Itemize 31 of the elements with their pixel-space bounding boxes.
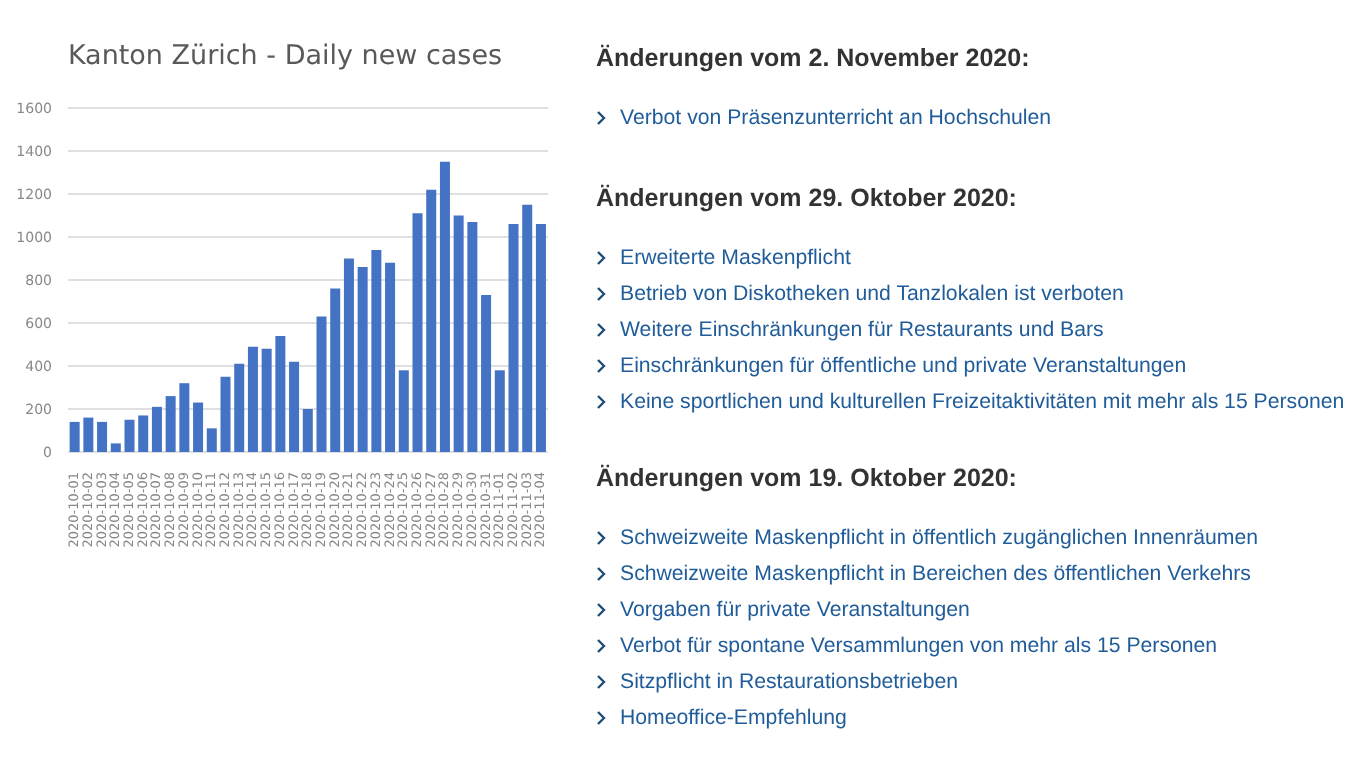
bar <box>151 406 162 452</box>
bar <box>289 361 300 452</box>
text: Änderungen vom 19. Oktober 2020: <box>596 464 1019 492</box>
text: Betrieb von Diskotheken und Tanzlokalen ist verboten <box>620 282 1124 306</box>
text: Homeoffice-Empfehlung <box>620 706 847 730</box>
text: Einschränkungen für öffentliche und private Veranstaltungen <box>620 354 1187 378</box>
bar <box>247 346 258 452</box>
text: Weitere Einschränkungen für Restaurants und Bars <box>620 318 1104 342</box>
text: Änderungen vom 29. Oktober 2020: <box>596 184 1019 212</box>
bar <box>385 262 396 452</box>
text: Änderungen vom 2. November 2020: <box>596 44 1032 72</box>
bar <box>193 402 204 452</box>
text: Erweiterte Maskenpflicht <box>620 246 851 270</box>
bar <box>535 224 546 452</box>
text: Vorgaben für private Veranstaltungen <box>620 598 970 622</box>
text: Keine sportlichen und kulturellen Freizeitaktivitäten mit mehr als 15 Personen <box>620 390 1345 414</box>
text: Schweizweite Maskenpflicht in öffentlich zugänglichen Innenräumen <box>620 526 1258 550</box>
bar <box>481 295 492 452</box>
bar <box>494 370 505 452</box>
bar <box>206 428 217 452</box>
text: Sitzpflicht in Restaurationsbetrieben <box>620 670 959 694</box>
text: Verbot für spontane Versammlungen von mehr als 15 Personen <box>620 634 1218 658</box>
bar <box>398 370 409 452</box>
chart-title: Kanton Zürich - Daily new cases <box>65 40 505 72</box>
bar <box>302 409 313 452</box>
text: Verbot von Präsenzunterricht an Hochschulen <box>620 106 1052 130</box>
bar <box>97 421 108 452</box>
text: Schweizweite Maskenpflicht in Bereichen des öffentlichen Verkehrs <box>620 562 1251 586</box>
bar <box>110 443 121 452</box>
bar <box>439 161 450 452</box>
bar <box>343 258 354 452</box>
